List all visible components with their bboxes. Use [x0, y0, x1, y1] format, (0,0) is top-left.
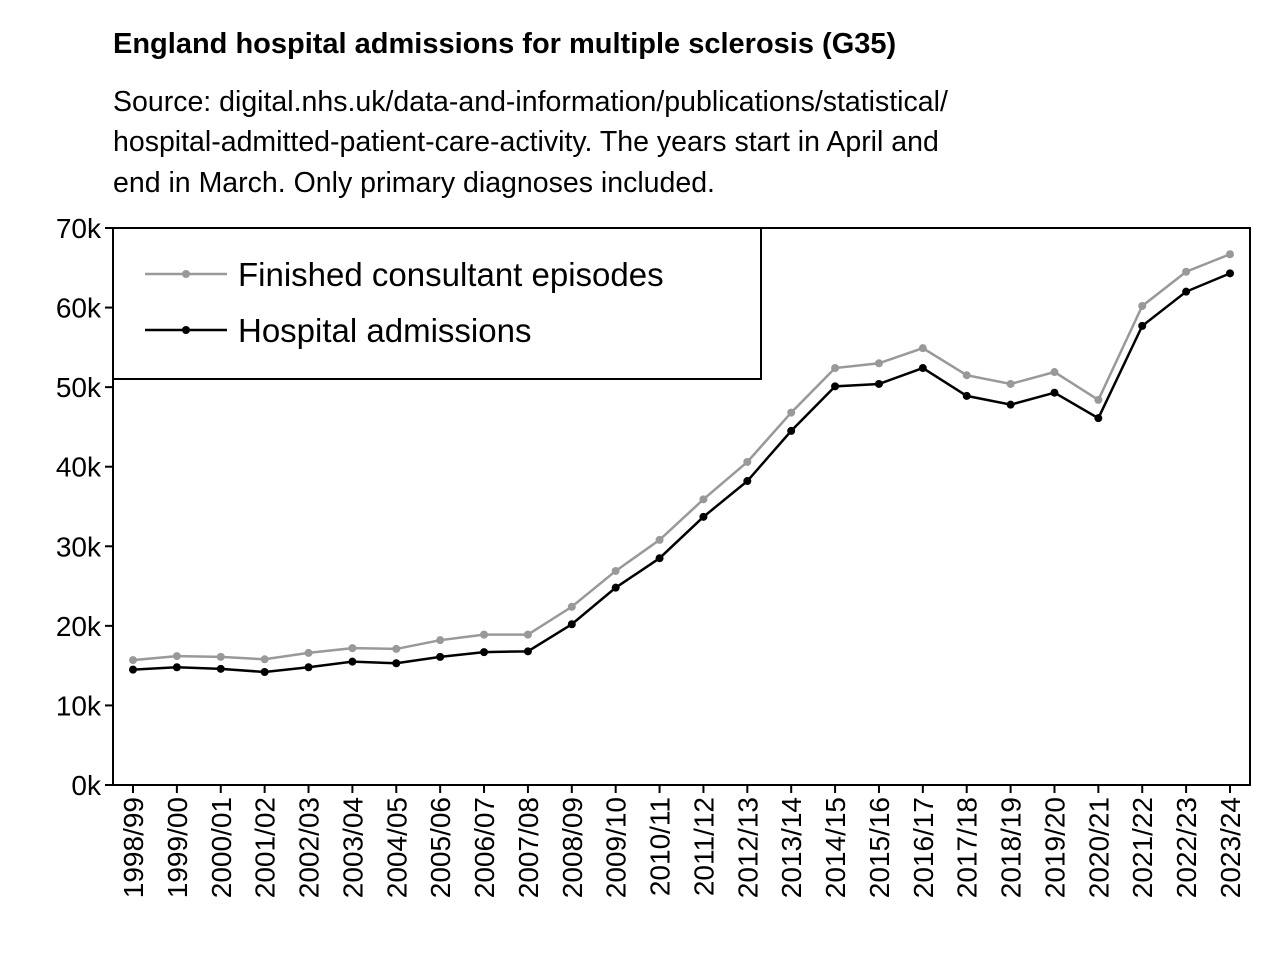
data-point: [523, 647, 532, 656]
data-point: [216, 664, 225, 673]
data-point: [260, 668, 269, 677]
series-line-1: [132, 272, 1231, 674]
data-point: [260, 655, 269, 664]
data-point: [1094, 414, 1103, 423]
x-tick-label: 2007/08: [513, 797, 544, 898]
x-tick-label: 2010/11: [645, 797, 676, 896]
data-point: [743, 477, 752, 486]
y-tick-label: 30k: [56, 531, 102, 562]
x-tick-label: 2017/18: [952, 797, 983, 898]
data-point: [348, 644, 357, 653]
data-point: [216, 652, 225, 661]
x-tick-label: 2009/10: [601, 797, 632, 898]
y-tick-label: 10k: [56, 690, 102, 721]
y-tick-label: 20k: [56, 611, 102, 642]
data-point: [962, 371, 971, 380]
data-point: [874, 359, 883, 368]
data-point: [699, 512, 708, 521]
series-line-0: [132, 253, 1231, 662]
x-tick-label: 2008/09: [557, 797, 588, 898]
data-point: [1182, 287, 1191, 296]
data-point: [172, 663, 181, 672]
data-point: [436, 636, 445, 645]
x-tick-label: 2006/07: [469, 797, 500, 898]
data-point: [1182, 267, 1191, 276]
data-point: [918, 344, 927, 353]
y-tick-label: 0k: [71, 770, 102, 801]
x-tick-label: 2003/04: [337, 797, 368, 898]
data-point: [348, 657, 357, 666]
x-tick-label: 1998/99: [118, 797, 149, 898]
x-tick-label: 2011/12: [688, 797, 719, 896]
x-tick-label: 2018/19: [996, 797, 1027, 898]
x-tick-label: 2000/01: [206, 797, 237, 898]
x-tick-label: 2019/20: [1039, 797, 1070, 898]
legend-box: [112, 227, 762, 380]
x-tick-label: 2004/05: [381, 797, 412, 898]
chart-title: England hospital admissions for multiple…: [113, 28, 897, 60]
legend-label: Hospital admissions: [238, 312, 531, 349]
legend-marker: [182, 270, 190, 278]
data-point: [1050, 368, 1059, 377]
x-tick-label: 2013/14: [776, 797, 807, 898]
x-tick-label: 2016/17: [908, 797, 939, 898]
chart-subtitle-line-1: Source: digital.nhs.uk/data-and-informat…: [113, 86, 948, 118]
x-tick-label: 2012/13: [732, 797, 763, 898]
x-tick-label: 2023/24: [1215, 797, 1246, 898]
data-point: [1006, 400, 1015, 409]
x-tick-label: 2002/03: [294, 797, 325, 898]
data-point: [611, 583, 620, 592]
x-tick-label: 2022/23: [1171, 797, 1202, 898]
data-point: [611, 566, 620, 575]
x-tick-label: 2015/16: [864, 797, 895, 898]
legend-marker: [182, 326, 190, 334]
data-point: [523, 630, 532, 639]
data-point: [1094, 395, 1103, 404]
data-point: [1226, 269, 1234, 278]
data-point: [918, 364, 927, 373]
data-point: [172, 652, 181, 661]
data-point: [962, 391, 971, 400]
data-point: [129, 656, 137, 665]
y-tick-label: 40k: [56, 452, 102, 483]
data-point: [1050, 388, 1059, 397]
data-point: [1138, 301, 1147, 310]
y-tick-label: 50k: [56, 372, 102, 403]
data-point: [1226, 250, 1234, 259]
data-point: [480, 648, 489, 657]
data-point: [655, 554, 664, 563]
x-tick-label: 2005/06: [425, 797, 456, 898]
data-point: [787, 408, 796, 417]
legend-label: Finished consultant episodes: [238, 256, 664, 293]
chart-subtitle-line-3: end in March. Only primary diagnoses inc…: [113, 167, 715, 199]
data-point: [874, 379, 883, 388]
data-point: [655, 535, 664, 544]
data-point: [831, 382, 840, 391]
y-tick-label: 70k: [56, 213, 102, 244]
data-point: [699, 495, 708, 504]
data-point: [304, 648, 313, 657]
data-point: [787, 426, 796, 435]
x-tick-label: 2020/21: [1083, 797, 1114, 898]
data-point: [567, 620, 576, 629]
data-point: [436, 652, 445, 661]
data-point: [129, 665, 137, 674]
y-tick-label: 60k: [56, 293, 102, 324]
x-tick-label: 1999/00: [162, 797, 193, 898]
data-point: [1006, 379, 1015, 388]
data-point: [743, 457, 752, 466]
data-point: [1138, 321, 1147, 330]
x-tick-label: 2001/02: [250, 797, 281, 898]
data-point: [392, 659, 401, 668]
data-point: [831, 364, 840, 373]
data-point: [392, 644, 401, 653]
data-point: [567, 602, 576, 611]
data-point: [304, 663, 313, 672]
x-tick-label: 2014/15: [820, 797, 851, 898]
chart-subtitle-line-2: hospital-admitted-patient-care-activity.…: [113, 126, 939, 158]
x-tick-label: 2021/22: [1127, 797, 1158, 898]
data-point: [480, 630, 489, 639]
